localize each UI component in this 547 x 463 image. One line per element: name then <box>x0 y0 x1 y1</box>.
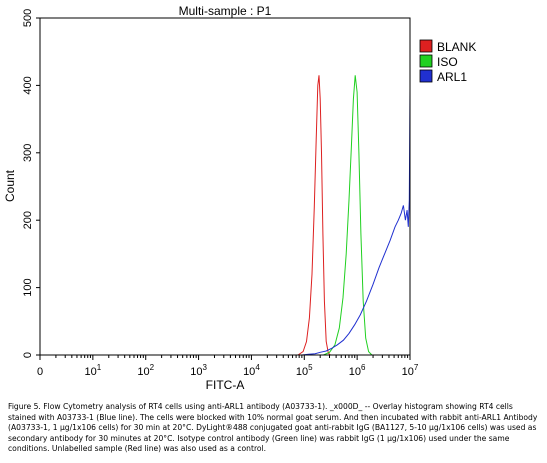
y-tick-label: 0 <box>22 352 34 358</box>
y-axis-ticks: 0 100 200 300 400 500 <box>22 9 40 358</box>
x-tick-label: 102 <box>137 363 154 378</box>
x-tick-label: 103 <box>190 363 207 378</box>
chart-title: Multi-sample : P1 <box>179 4 272 18</box>
y-axis-label: Count <box>3 169 17 202</box>
series-line-iso <box>323 75 373 356</box>
x-tick-label: 101 <box>85 363 102 378</box>
series-line-blank <box>297 75 331 356</box>
x-tick-label: 106 <box>349 363 366 378</box>
plot-area-frame <box>39 17 411 356</box>
legend-label: BLANK <box>437 40 476 54</box>
x-tick-label: 104 <box>243 363 260 378</box>
figure-caption: Figure 5. Flow Cytometry analysis of RT4… <box>8 402 538 454</box>
x-tick-label: 0 <box>37 366 43 378</box>
x-tick-label: 105 <box>296 363 313 378</box>
y-tick-label: 200 <box>22 211 34 229</box>
flow-cytometry-histogram: Multi-sample : P1 Count FITC-A 0 100 200 30… <box>3 4 476 392</box>
y-tick-label: 100 <box>22 278 34 296</box>
legend-swatch <box>419 69 433 83</box>
histogram-series <box>297 75 411 356</box>
y-tick-label: 400 <box>22 76 34 94</box>
y-tick-label: 300 <box>22 144 34 162</box>
x-tick-label: 107 <box>402 363 419 378</box>
legend-swatch <box>419 54 433 68</box>
legend-swatch <box>419 39 433 53</box>
legend-label: ISO <box>437 55 458 69</box>
x-axis-label: FITC-A <box>206 378 245 392</box>
series-line-arl1 <box>301 88 411 356</box>
y-tick-label: 500 <box>22 9 34 27</box>
legend-label: ARL1 <box>437 70 467 84</box>
x-axis-ticks: 0 101 102 103 104 105 106 107 <box>37 355 419 378</box>
